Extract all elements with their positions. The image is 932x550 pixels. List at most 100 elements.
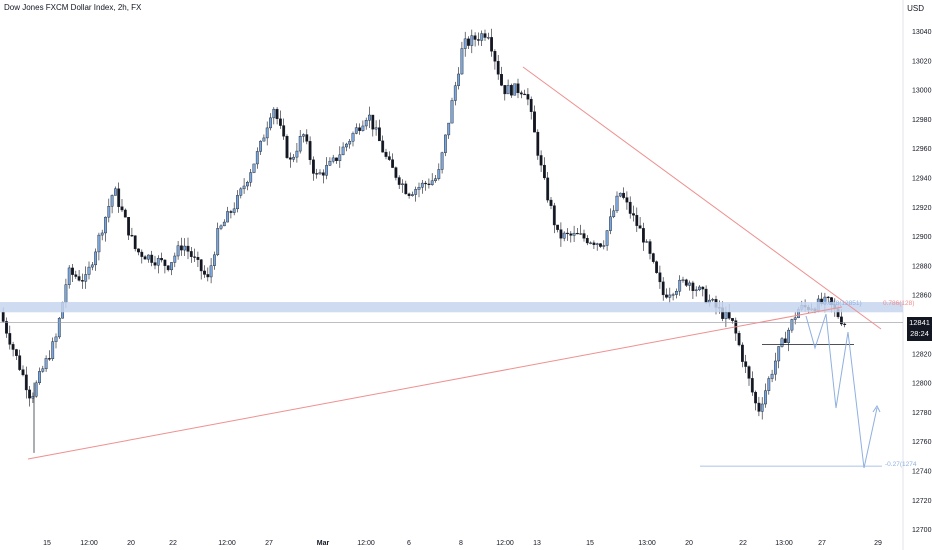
candle-up	[295, 150, 299, 158]
fib-label-upper: 0.786(128)	[883, 300, 914, 307]
y-tick-label: 12820	[912, 351, 932, 358]
candle-up	[470, 35, 474, 46]
candle-down	[727, 311, 731, 319]
candle-down	[510, 85, 513, 96]
y-tick-label: 12940	[912, 176, 932, 183]
y-tick-label: 12880	[912, 263, 932, 270]
candle-up	[694, 289, 698, 291]
candle-down	[556, 224, 560, 230]
candles-layer	[1, 28, 847, 453]
candle-up	[212, 254, 216, 266]
y-tick-label: 12980	[912, 117, 932, 124]
candle-down	[48, 358, 51, 360]
x-tick-label: 13:00	[775, 540, 793, 547]
candle-down	[312, 159, 315, 174]
candle-down	[21, 369, 25, 376]
candle-down	[635, 214, 639, 226]
candle-down	[576, 232, 579, 235]
candle-up	[226, 211, 229, 223]
candle-down	[628, 201, 632, 214]
candle-down	[279, 118, 282, 126]
candle-down	[826, 296, 830, 299]
candle-down	[526, 94, 530, 100]
candle-up	[793, 317, 797, 320]
candle-up	[156, 258, 160, 266]
candle-down	[585, 238, 589, 244]
candle-down	[691, 282, 695, 291]
candle-up	[222, 221, 226, 227]
candle-down	[123, 209, 127, 218]
candle-up	[249, 172, 253, 183]
y-tick-label: 12960	[912, 146, 932, 153]
candle-up	[434, 178, 437, 181]
candle-down	[536, 131, 540, 156]
projection-arrowhead	[872, 405, 881, 413]
y-tick-label: 13020	[912, 58, 932, 65]
candle-down	[503, 85, 507, 95]
candle-up	[368, 114, 371, 121]
candle-up	[447, 122, 451, 136]
candle-up	[595, 243, 599, 245]
candle-down	[384, 151, 388, 157]
candle-down	[381, 140, 385, 153]
candle-up	[777, 346, 781, 362]
y-tick-label: 12740	[912, 469, 932, 476]
candle-down	[552, 205, 556, 226]
candle-up	[645, 241, 649, 243]
candle-up	[414, 189, 418, 195]
candle-up	[688, 282, 692, 286]
candle-up	[602, 245, 606, 247]
candle-down	[566, 232, 569, 235]
y-tick-label: 12800	[912, 381, 932, 388]
candle-up	[67, 267, 71, 285]
candle-down	[559, 229, 563, 239]
x-tick-label: 8	[459, 540, 463, 547]
candle-down	[285, 136, 289, 158]
candle-up	[232, 208, 236, 213]
candle-up	[453, 85, 457, 101]
candle-up	[110, 195, 114, 207]
candle-down	[632, 213, 635, 216]
candle-down	[5, 321, 8, 334]
candle-down	[569, 233, 573, 236]
candle-up	[572, 232, 576, 236]
candle-down	[424, 182, 427, 185]
x-tick-label: 20	[685, 540, 693, 547]
candle-down	[684, 279, 688, 286]
candle-up	[94, 251, 98, 266]
candle-up	[450, 100, 454, 124]
x-tick-label: 20	[127, 540, 135, 547]
candle-down	[500, 74, 503, 86]
candle-down	[737, 333, 741, 346]
candle-down	[546, 177, 550, 201]
candle-down	[391, 159, 394, 168]
x-tick-label: 27	[818, 540, 826, 547]
candle-up	[351, 133, 355, 142]
x-tick-label: 13	[533, 540, 541, 547]
candle-up	[265, 127, 269, 139]
candle-down	[387, 156, 391, 160]
candle-up	[506, 85, 510, 95]
candle-down	[473, 35, 477, 40]
candle-down	[599, 243, 602, 247]
candle-up	[430, 180, 434, 185]
x-tick-label: 22	[739, 540, 747, 547]
candle-down	[153, 262, 157, 266]
candle-down	[741, 344, 744, 362]
candle-down	[638, 225, 642, 229]
candle-up	[513, 83, 517, 96]
candle-up	[437, 169, 441, 179]
candle-up	[328, 160, 332, 166]
candle-down	[358, 127, 361, 131]
candle-down	[582, 233, 586, 239]
candle-down	[71, 267, 74, 275]
candle-up	[770, 373, 774, 379]
candle-down	[321, 172, 325, 176]
candle-down	[315, 173, 319, 175]
candle-down	[731, 318, 734, 321]
candle-up	[787, 329, 791, 343]
candle-up	[767, 378, 771, 391]
candle-up	[219, 225, 223, 229]
candle-up	[44, 358, 48, 370]
